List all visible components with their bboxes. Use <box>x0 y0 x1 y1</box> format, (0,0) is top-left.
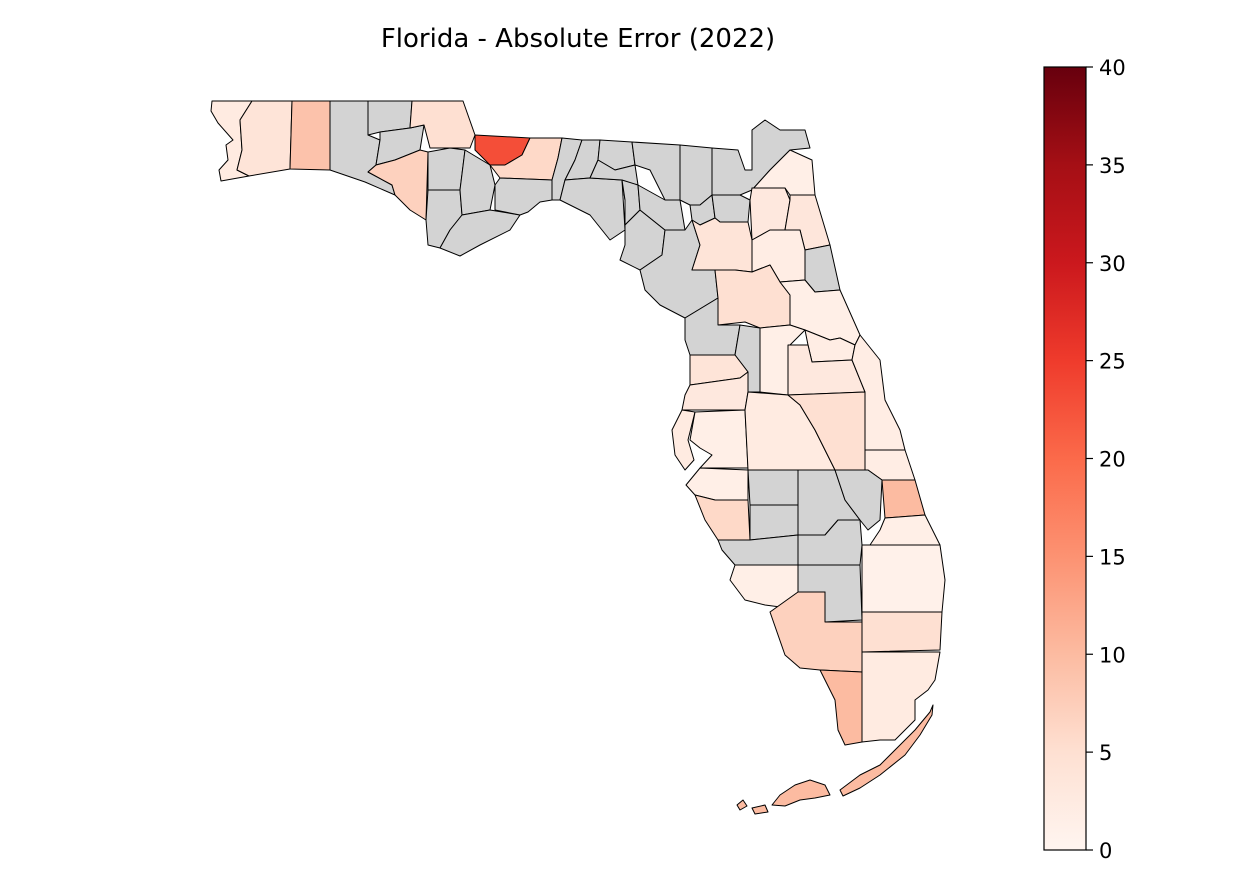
colorbar-ticks: 0 5 10 15 20 25 30 35 40 <box>1086 56 1126 863</box>
colorbar-tick-label: 5 <box>1099 741 1112 765</box>
county-okeechobee <box>834 469 883 531</box>
county-franklin <box>439 209 521 257</box>
colorbar-tick-label: 15 <box>1099 545 1126 569</box>
county-flagler <box>804 244 841 293</box>
colorbar: 0 5 10 15 20 25 30 35 40 <box>1043 56 1126 863</box>
counties-layer <box>210 100 946 815</box>
colorbar-tick-label: 25 <box>1099 350 1126 374</box>
county-miami-dade <box>861 651 941 743</box>
county-broward <box>861 611 943 653</box>
colorbar-tick-label: 20 <box>1099 448 1126 472</box>
county-monroe-keys-far-west <box>736 799 748 811</box>
colorbar-tick-label: 0 <box>1099 839 1112 863</box>
county-alachua <box>691 217 753 273</box>
county-bay <box>367 149 429 221</box>
chart-title: Florida - Absolute Error (2022) <box>380 24 776 54</box>
county-wakulla <box>494 177 553 216</box>
county-monroe-keys-middle <box>771 779 831 807</box>
county-monroe <box>819 669 863 746</box>
county-desoto <box>749 504 799 541</box>
county-palm-beach <box>861 544 946 613</box>
county-hardee <box>747 469 799 506</box>
county-calhoun <box>427 147 466 191</box>
county-monroe-keys-west <box>751 804 769 815</box>
colorbar-tick-label: 10 <box>1099 643 1126 667</box>
county-okaloosa <box>289 100 331 171</box>
colorbar-tick-label: 35 <box>1099 154 1126 178</box>
county-bradford <box>711 194 751 223</box>
colorbar-tick-label: 40 <box>1099 56 1126 80</box>
county-taylor <box>559 177 626 241</box>
colorbar-fill <box>1044 67 1086 850</box>
county-nassau <box>711 119 811 196</box>
county-sarasota <box>694 494 751 541</box>
county-monroe-keys-east <box>839 704 934 797</box>
colorbar-tick-label: 30 <box>1099 252 1126 276</box>
county-baker <box>679 144 713 206</box>
county-charlotte <box>717 534 799 566</box>
county-st-lucie <box>881 479 926 519</box>
county-hillsborough <box>689 409 749 469</box>
county-santa-rosa <box>236 100 293 177</box>
